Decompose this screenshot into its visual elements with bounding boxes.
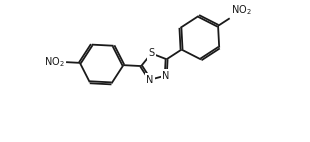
Text: NO$_2$: NO$_2$ bbox=[44, 55, 65, 69]
Text: NO$_2$: NO$_2$ bbox=[231, 4, 251, 17]
Text: N: N bbox=[162, 71, 170, 81]
Text: S: S bbox=[148, 48, 154, 58]
Text: N: N bbox=[146, 75, 154, 85]
